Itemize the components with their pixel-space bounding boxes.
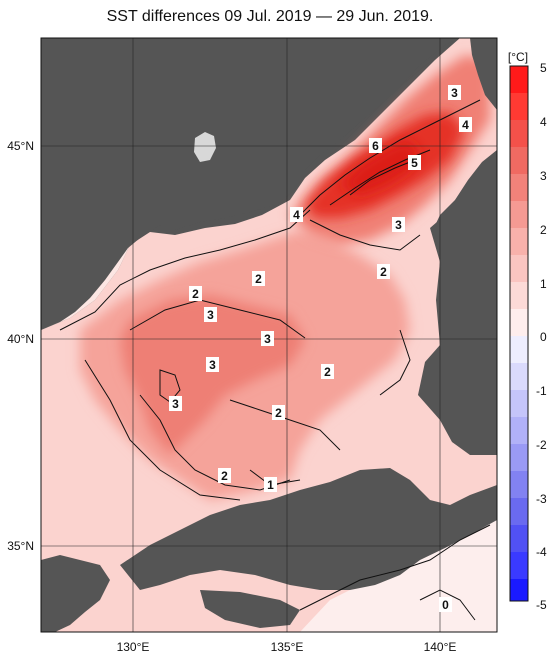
korea-land (41, 38, 460, 330)
svg-text:-2: -2 (536, 438, 547, 452)
svg-text:3: 3 (207, 308, 214, 322)
contour-label: 3 (392, 217, 405, 232)
sakhalin-land (470, 38, 497, 110)
contour-label: 5 (408, 155, 421, 170)
contour-label: 3 (169, 396, 182, 411)
sado-island (488, 332, 497, 350)
lat-tick: 40°N (7, 332, 34, 346)
svg-text:5: 5 (540, 61, 547, 75)
svg-text:3: 3 (209, 358, 216, 372)
svg-text:1: 1 (540, 277, 547, 291)
colorbar-ticks: 5 4 3 2 1 0 -1 -2 -3 -4 -5 (536, 61, 547, 612)
svg-text:3: 3 (172, 397, 179, 411)
svg-text:2: 2 (221, 469, 228, 483)
svg-text:-1: -1 (536, 384, 547, 398)
svg-text:6: 6 (372, 139, 379, 153)
svg-text:-5: -5 (536, 598, 547, 612)
svg-text:3: 3 (264, 332, 271, 346)
svg-text:2: 2 (540, 223, 547, 237)
colorbar: [°C] 5 4 3 2 (508, 50, 547, 612)
contour-label: 0 (439, 597, 452, 612)
svg-text:-3: -3 (536, 492, 547, 506)
colorbar-swatches (510, 66, 528, 601)
contour-label: 3 (448, 85, 461, 100)
contour-label: 4 (459, 117, 472, 132)
svg-text:4: 4 (293, 208, 300, 222)
contour-label: 2 (321, 364, 334, 379)
contour-label: 2 (272, 405, 285, 420)
warm-core-3 (120, 295, 305, 455)
contour-label: 2 (189, 286, 202, 301)
colorbar-unit: [°C] (508, 50, 528, 64)
svg-text:3: 3 (395, 218, 402, 232)
svg-text:4: 4 (540, 115, 547, 129)
svg-text:2: 2 (255, 272, 262, 286)
contour-label: 4 (290, 207, 303, 222)
lon-tick: 130°E (117, 640, 150, 654)
map-title: SST differences 09 Jul. 2019 — 29 Jun. 2… (106, 8, 434, 25)
japan-west-land (120, 468, 497, 590)
contour-label: 3 (204, 307, 217, 322)
hot-core-inner (340, 140, 420, 195)
lat-tick-labels: 45°N 40°N 35°N (7, 139, 34, 553)
contour-label: 3 (261, 331, 274, 346)
contour-label: 6 (369, 138, 382, 153)
svg-text:5: 5 (411, 156, 418, 170)
lon-tick: 135°E (271, 640, 304, 654)
svg-text:2: 2 (192, 287, 199, 301)
svg-text:2: 2 (275, 406, 282, 420)
lon-tick: 140°E (424, 640, 457, 654)
svg-text:2: 2 (380, 265, 387, 279)
svg-text:0: 0 (540, 330, 547, 344)
japan-honshu-land (420, 150, 497, 452)
contour-label: 2 (377, 264, 390, 279)
kyushu-land (41, 555, 110, 632)
contour-label: 2 (252, 271, 265, 286)
svg-text:4: 4 (462, 118, 469, 132)
lon-tick-labels: 130°E 135°E 140°E (117, 640, 457, 654)
map-frame (40, 37, 498, 633)
svg-text:0: 0 (442, 598, 449, 612)
svg-text:-4: -4 (536, 545, 547, 559)
contour-value-labels: 3 4 6 5 4 3 2 2 2 3 3 3 2 3 2 2 1 0 (169, 85, 472, 612)
island-white (194, 132, 216, 162)
svg-text:3: 3 (540, 169, 547, 183)
svg-text:3: 3 (451, 86, 458, 100)
lat-tick: 45°N (7, 139, 34, 153)
contour-label: 3 (206, 357, 219, 372)
svg-text:2: 2 (324, 365, 331, 379)
colorbar-frame (509, 65, 529, 602)
contour-label: 1 (264, 477, 277, 492)
contour-label: 2 (218, 468, 231, 483)
shikoku-land (200, 590, 300, 628)
svg-text:1: 1 (267, 478, 274, 492)
lat-tick: 35°N (7, 539, 34, 553)
